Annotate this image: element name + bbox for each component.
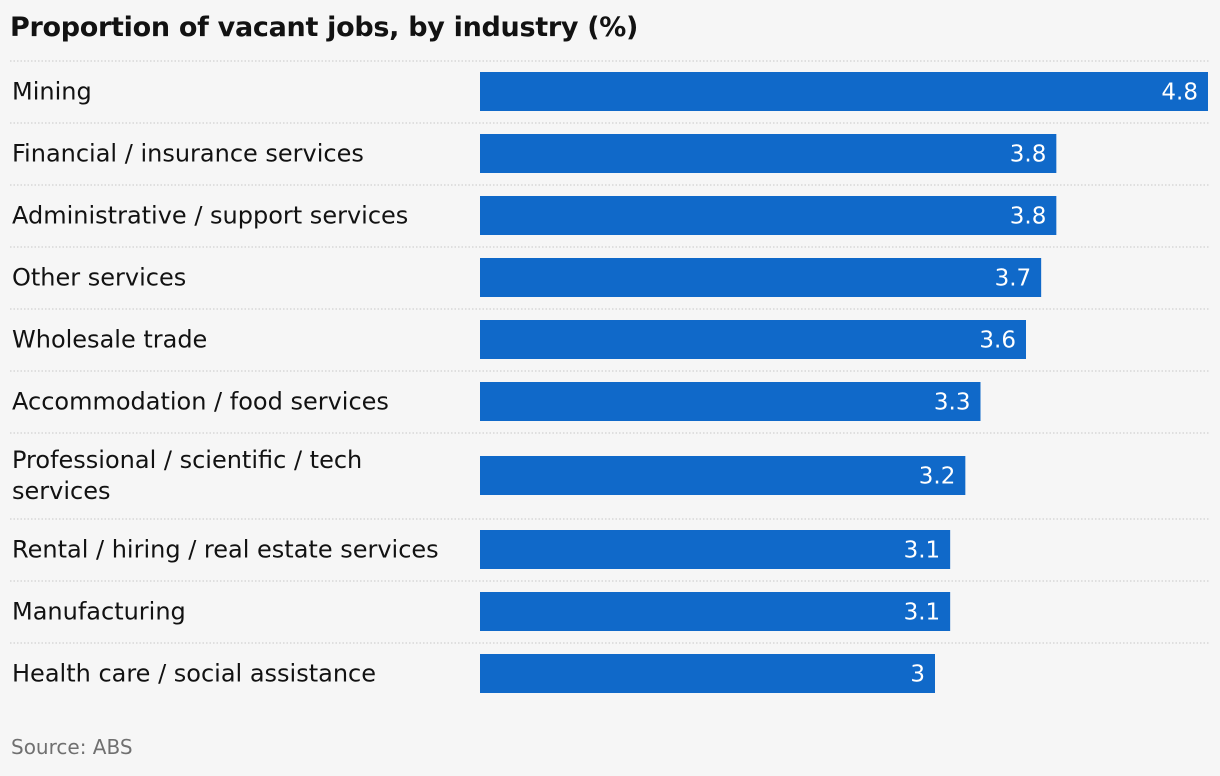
category-label: Health care / social assistance [12, 660, 376, 688]
category-label: Manufacturing [12, 598, 186, 626]
category-label: Accommodation / food services [12, 388, 389, 416]
bar-value-label: 3.2 [919, 464, 956, 490]
bar [480, 72, 1208, 111]
category-label: Wholesale trade [12, 326, 207, 354]
bar [480, 654, 935, 693]
bar [480, 320, 1026, 359]
bar [480, 258, 1042, 297]
category-label: Other services [12, 264, 186, 292]
bar [480, 382, 981, 421]
category-label: Mining [12, 78, 92, 106]
category-label: Financial / insurance services [12, 140, 364, 168]
bar [480, 592, 951, 631]
category-label: Administrative / support services [12, 202, 408, 230]
bar-value-label: 3.8 [1010, 142, 1047, 168]
bar [480, 456, 966, 495]
category-label: Professional / scientific / tech services [12, 446, 362, 505]
bar-value-label: 3.1 [904, 538, 941, 564]
bar-value-label: 3.7 [995, 266, 1032, 292]
bar-value-label: 3.1 [904, 600, 941, 626]
bar-value-label: 3.8 [1010, 204, 1047, 230]
bar [480, 134, 1057, 173]
category-label: Rental / hiring / real estate services [12, 536, 439, 564]
bar [480, 530, 951, 569]
source-note: Source: ABS [11, 735, 133, 759]
bar-value-label: 3.6 [979, 328, 1016, 354]
bar-value-label: 4.8 [1161, 80, 1198, 106]
bar-value-label: 3 [910, 662, 925, 688]
chart-title: Proportion of vacant jobs, by industry (… [10, 12, 639, 43]
bar [480, 196, 1057, 235]
bar-value-label: 3.3 [934, 390, 971, 416]
